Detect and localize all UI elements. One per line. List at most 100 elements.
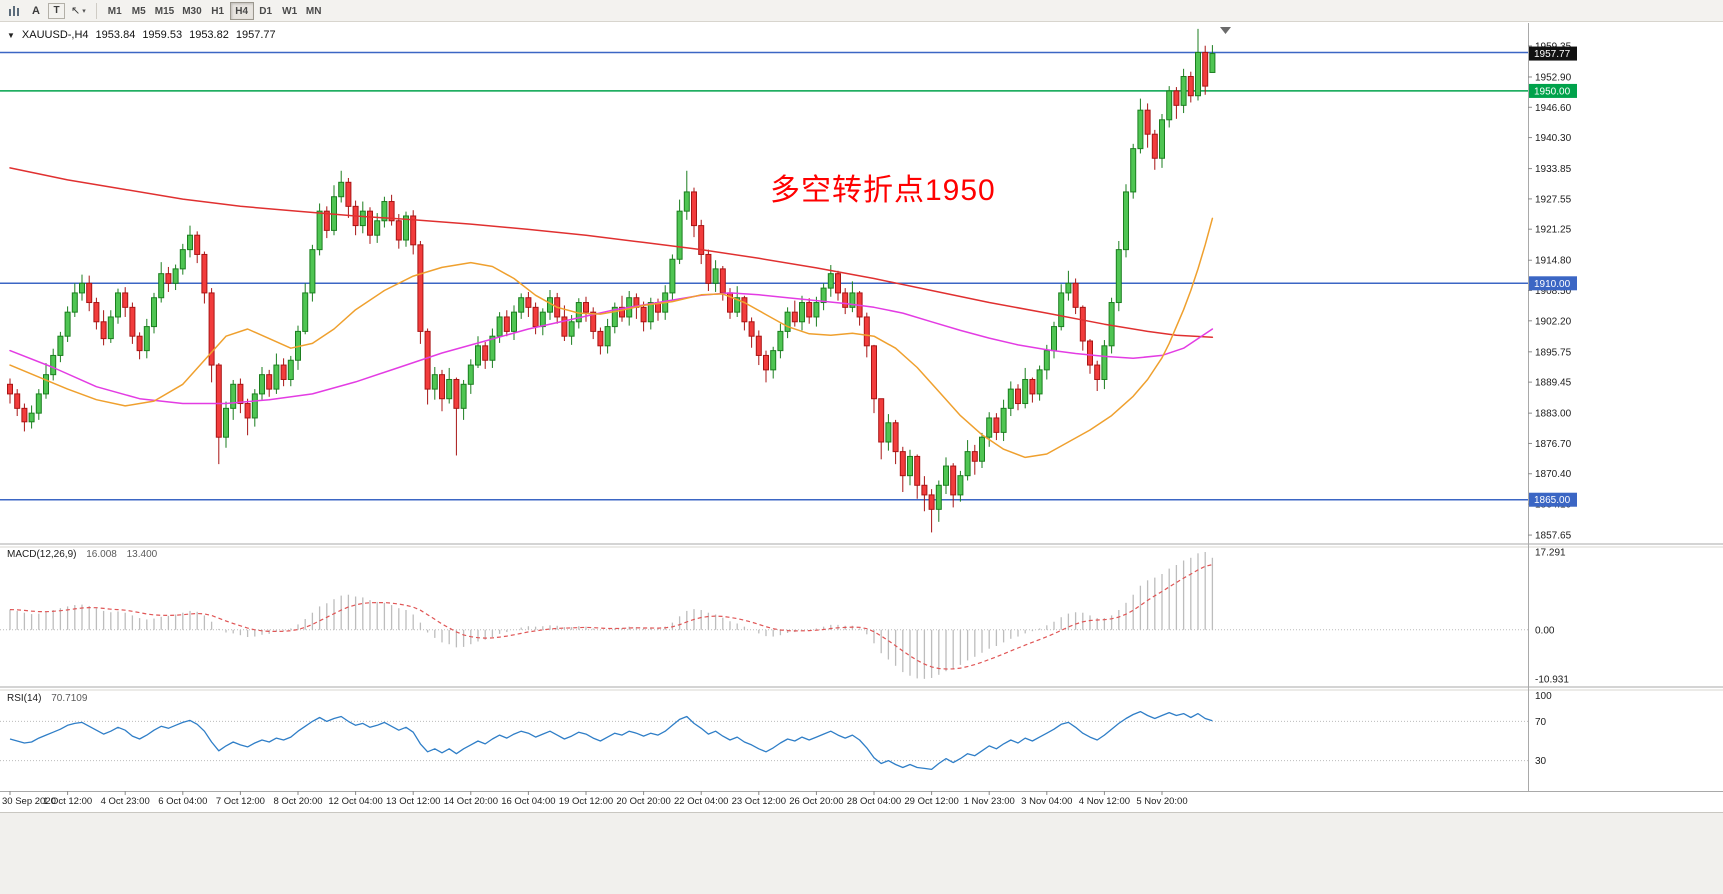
cursor-icon: ↖ [71, 5, 81, 17]
timeframe-button-mn[interactable]: MN [302, 2, 326, 20]
svg-text:19 Oct 12:00: 19 Oct 12:00 [559, 796, 613, 807]
timeframe-button-h4[interactable]: H4 [229, 2, 254, 21]
svg-text:30 Sep 2020: 30 Sep 2020 [2, 796, 56, 807]
timeframe-button-h1[interactable]: H1 [206, 2, 230, 20]
svg-text:22 Oct 04:00: 22 Oct 04:00 [674, 796, 728, 807]
one-click-trading-toggle[interactable]: ▼ [7, 30, 15, 40]
svg-text:1876.70: 1876.70 [1535, 439, 1572, 450]
svg-text:1 Nov 23:00: 1 Nov 23:00 [964, 796, 1015, 807]
svg-text:-10.931: -10.931 [1535, 675, 1569, 686]
svg-text:1889.45: 1889.45 [1535, 378, 1572, 389]
svg-text:5 Nov 20:00: 5 Nov 20:00 [1136, 796, 1187, 807]
rsi-label: RSI(14) [7, 693, 42, 704]
rsi-scale: 100 70 30 [1535, 691, 1552, 767]
timeframe-button-m1[interactable]: M1 [103, 2, 127, 20]
svg-text:1908.50: 1908.50 [1535, 286, 1572, 297]
svg-text:1857.65: 1857.65 [1535, 531, 1572, 542]
svg-text:7 Oct 12:00: 7 Oct 12:00 [216, 796, 265, 807]
ohlc-close-value: 1957.77 [235, 29, 276, 41]
svg-text:29 Oct 12:00: 29 Oct 12:00 [904, 796, 958, 807]
price-badge: 1865.00 [1529, 492, 1577, 507]
svg-text:1950.00: 1950.00 [1534, 86, 1571, 97]
svg-text:1895.75: 1895.75 [1535, 347, 1572, 358]
ma-fast [9, 217, 1214, 459]
svg-text:1946.60: 1946.60 [1535, 103, 1572, 114]
macd-signal-value: 13.400 [126, 549, 158, 560]
mini-chart-icon [9, 5, 19, 16]
timeframe-button-m5[interactable]: M5 [127, 2, 151, 20]
macd-main-value: 16.008 [86, 549, 117, 560]
timeframe-button-m30[interactable]: M30 [178, 2, 205, 20]
chevron-down-icon: ▾ [82, 7, 86, 15]
svg-text:12 Oct 04:00: 12 Oct 04:00 [328, 796, 382, 807]
svg-text:23 Oct 12:00: 23 Oct 12:00 [732, 796, 786, 807]
text-tool-button[interactable]: A [26, 2, 46, 20]
price-badge: 1957.77 [1529, 46, 1577, 61]
svg-text:17.291: 17.291 [1535, 548, 1566, 559]
macd-histogram [9, 552, 1214, 679]
svg-text:1870.40: 1870.40 [1535, 469, 1572, 480]
timeframe-buttons-group: M1 M5 M15 M30 H1 H4 D1 W1 MN [103, 1, 326, 21]
ma-slow [9, 167, 1214, 338]
chart-shift-marker[interactable] [1220, 27, 1231, 34]
price-badge: 1910.00 [1529, 276, 1577, 291]
ohlc-high-value: 1959.53 [142, 29, 183, 41]
toolbar: A T ↖ ▾ M1 M5 M15 M30 H1 H4 D1 W1 MN [0, 0, 1723, 22]
timeframe-button-m15[interactable]: M15 [151, 2, 178, 20]
timeframe-button-w1[interactable]: W1 [278, 2, 302, 20]
svg-text:8 Oct 20:00: 8 Oct 20:00 [273, 796, 322, 807]
chart-annotation-text: 多空转折点1950 [770, 174, 996, 207]
svg-text:1927.55: 1927.55 [1535, 194, 1572, 205]
svg-text:1957.77: 1957.77 [1534, 49, 1571, 60]
ohlc-low-value: 1953.82 [189, 29, 229, 41]
svg-text:3 Nov 04:00: 3 Nov 04:00 [1021, 796, 1072, 807]
svg-text:1940.30: 1940.30 [1535, 133, 1572, 144]
cursor-tool-dropdown-button[interactable]: ↖ ▾ [67, 2, 90, 20]
window-bottom-area [0, 812, 1723, 894]
ohlc-open-value: 1953.84 [95, 29, 136, 41]
price-scale: 1959.351952.901946.601940.301933.851927.… [1528, 41, 1572, 542]
chart-title: ▼ XAUUSD-,H4 1953.84 1959.53 1953.82 195… [7, 29, 276, 41]
rsi-value: 70.7109 [51, 693, 88, 704]
svg-text:4 Oct 23:00: 4 Oct 23:00 [101, 796, 150, 807]
timeframe-button-d1[interactable]: D1 [254, 2, 278, 20]
svg-text:1902.20: 1902.20 [1535, 316, 1572, 327]
svg-text:1921.25: 1921.25 [1535, 225, 1572, 236]
svg-text:70: 70 [1535, 717, 1547, 728]
macd-label: MACD(12,26,9) [7, 549, 77, 560]
chart-bars-icon[interactable] [4, 2, 24, 20]
svg-text:1910.00: 1910.00 [1534, 279, 1571, 290]
svg-text:28 Oct 04:00: 28 Oct 04:00 [847, 796, 901, 807]
svg-text:1933.85: 1933.85 [1535, 164, 1572, 175]
symbol-period-label: XAUUSD-,H4 [21, 29, 89, 41]
toolbar-separator [95, 2, 97, 19]
svg-text:100: 100 [1535, 691, 1552, 702]
svg-text:1865.00: 1865.00 [1534, 495, 1571, 506]
svg-text:20 Oct 20:00: 20 Oct 20:00 [616, 796, 670, 807]
svg-text:26 Oct 20:00: 26 Oct 20:00 [789, 796, 843, 807]
svg-text:30: 30 [1535, 756, 1547, 767]
macd-header: MACD(12,26,9) 16.008 13.400 [7, 549, 157, 560]
rsi-line [9, 710, 1213, 771]
price-badge: 1950.00 [1529, 83, 1577, 98]
svg-text:13 Oct 12:00: 13 Oct 12:00 [386, 796, 440, 807]
svg-text:1914.80: 1914.80 [1535, 256, 1572, 267]
svg-text:4 Nov 12:00: 4 Nov 12:00 [1079, 796, 1130, 807]
macd-scale: 17.291 0.00 -10.931 [1535, 548, 1569, 686]
svg-text:1952.90: 1952.90 [1535, 72, 1572, 83]
svg-text:16 Oct 04:00: 16 Oct 04:00 [501, 796, 555, 807]
candles-layer [7, 28, 1216, 533]
svg-text:1 Oct 12:00: 1 Oct 12:00 [43, 796, 92, 807]
horizontal-levels [0, 51, 1528, 501]
macd-signal-line [9, 564, 1213, 670]
svg-text:1883.00: 1883.00 [1535, 409, 1572, 420]
ma-mid [9, 292, 1214, 405]
svg-text:14 Oct 20:00: 14 Oct 20:00 [444, 796, 498, 807]
rsi-header: RSI(14) 70.7109 [7, 693, 87, 704]
svg-text:6 Oct 04:00: 6 Oct 04:00 [158, 796, 207, 807]
text-label-tool-button[interactable]: T [48, 2, 65, 19]
svg-text:0.00: 0.00 [1535, 625, 1555, 636]
